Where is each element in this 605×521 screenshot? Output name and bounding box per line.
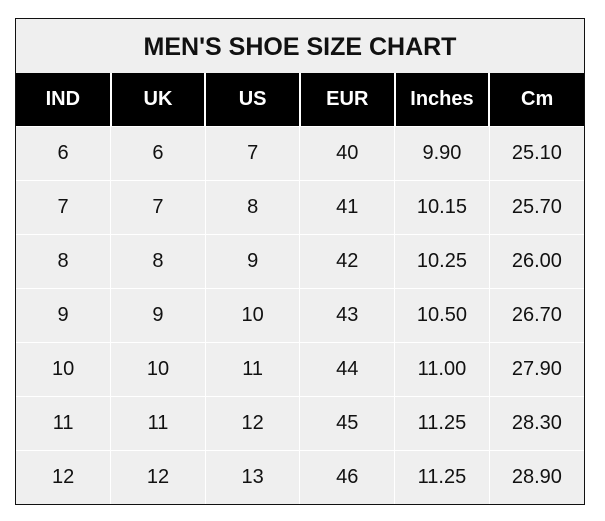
cell-ind: 7 — [16, 180, 111, 235]
cell-cm: 28.90 — [488, 450, 584, 504]
cell-inches: 10.25 — [394, 234, 490, 289]
cell-cm: 25.70 — [488, 180, 584, 235]
cell-inches: 10.15 — [394, 180, 490, 235]
cell-ind: 12 — [16, 450, 111, 504]
cell-ind: 9 — [16, 288, 111, 343]
cell-uk: 8 — [110, 234, 206, 289]
header-cm: Cm — [488, 73, 584, 127]
size-table: IND UK US EUR Inches Cm 6 6 7 40 9.90 25.10 7 7… — [16, 73, 584, 504]
cell-inches: 10.50 — [394, 288, 490, 343]
cell-cm: 26.00 — [488, 234, 584, 289]
cell-ind: 6 — [16, 126, 111, 181]
header-ind: IND — [16, 73, 111, 127]
table-row: 7 7 8 41 10.15 25.70 — [16, 180, 584, 235]
cell-us: 8 — [204, 180, 300, 235]
table-row: 9 9 10 43 10.50 26.70 — [16, 288, 584, 343]
size-chart: MEN'S SHOE SIZE CHART IND UK US EUR Inch… — [15, 18, 585, 505]
cell-uk: 6 — [110, 126, 206, 181]
cell-uk: 7 — [110, 180, 206, 235]
cell-us: 11 — [204, 342, 300, 397]
cell-us: 9 — [204, 234, 300, 289]
cell-eur: 46 — [299, 450, 395, 504]
table-row: 12 12 13 46 11.25 28.90 — [16, 450, 584, 504]
cell-eur: 42 — [299, 234, 395, 289]
cell-uk: 9 — [110, 288, 206, 343]
header-row: IND UK US EUR Inches Cm — [16, 73, 584, 127]
table-row: 11 11 12 45 11.25 28.30 — [16, 396, 584, 451]
cell-eur: 41 — [299, 180, 395, 235]
chart-title: MEN'S SHOE SIZE CHART — [16, 19, 584, 73]
cell-cm: 25.10 — [488, 126, 584, 181]
cell-inches: 11.25 — [394, 396, 490, 451]
header-uk: UK — [109, 73, 206, 127]
cell-eur: 45 — [299, 396, 395, 451]
cell-eur: 44 — [299, 342, 395, 397]
table-row: 6 6 7 40 9.90 25.10 — [16, 126, 584, 181]
cell-ind: 8 — [16, 234, 111, 289]
cell-eur: 43 — [299, 288, 395, 343]
cell-us: 13 — [204, 450, 300, 504]
cell-cm: 26.70 — [488, 288, 584, 343]
cell-uk: 12 — [110, 450, 206, 504]
header-inches: Inches — [393, 73, 490, 127]
cell-inches: 11.00 — [394, 342, 490, 397]
cell-inches: 11.25 — [394, 450, 490, 504]
table-row: 8 8 9 42 10.25 26.00 — [16, 234, 584, 289]
cell-cm: 28.30 — [488, 396, 584, 451]
cell-us: 7 — [204, 126, 300, 181]
cell-ind: 11 — [16, 396, 111, 451]
cell-ind: 10 — [16, 342, 111, 397]
header-eur: EUR — [298, 73, 395, 127]
table-row: 10 10 11 44 11.00 27.90 — [16, 342, 584, 397]
header-us: US — [204, 73, 300, 127]
cell-us: 10 — [204, 288, 300, 343]
cell-eur: 40 — [299, 126, 395, 181]
cell-uk: 10 — [110, 342, 206, 397]
cell-us: 12 — [204, 396, 300, 451]
cell-cm: 27.90 — [488, 342, 584, 397]
cell-uk: 11 — [110, 396, 206, 451]
cell-inches: 9.90 — [394, 126, 490, 181]
